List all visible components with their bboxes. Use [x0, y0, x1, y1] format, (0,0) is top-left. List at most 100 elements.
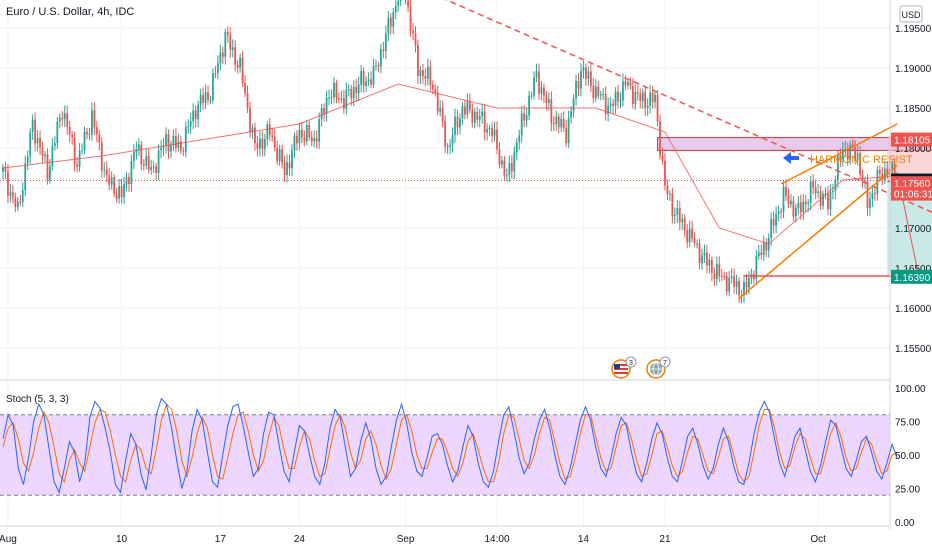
candle-body [493, 129, 496, 136]
candle-body [745, 281, 748, 288]
candle-body [61, 117, 64, 120]
candle-body [468, 101, 471, 110]
candle-body [86, 131, 88, 135]
candle-body [748, 278, 750, 288]
candle-body [162, 145, 165, 148]
candle-body [44, 154, 46, 157]
candle-body [701, 255, 703, 264]
candle-body [123, 183, 125, 198]
symbol-title[interactable]: Euro / U.S. Dollar, 4h, IDC [6, 6, 134, 18]
candle-body [678, 208, 681, 223]
candle-body [834, 180, 837, 192]
candle-body [182, 150, 185, 152]
candle-body [266, 124, 269, 140]
candle-body [614, 91, 617, 106]
candle-body [538, 71, 540, 94]
candle-body [281, 149, 284, 163]
candle-body [550, 99, 553, 124]
candle-body [790, 200, 792, 205]
candle-body [844, 148, 847, 150]
harmonic-resist-label[interactable]: HARMONIC RESIST [810, 154, 913, 166]
candle-body [780, 211, 782, 213]
candle-body [762, 242, 765, 255]
candle-body [570, 111, 572, 118]
candle-body [878, 170, 881, 174]
candle-body [510, 163, 513, 172]
candle-body [577, 80, 580, 89]
candle-body [310, 137, 313, 142]
candle-body [236, 64, 239, 68]
candle-body [204, 92, 207, 103]
candle-body [73, 137, 76, 165]
candle-body [871, 192, 874, 200]
candle-body [81, 150, 83, 152]
candle-body [515, 141, 518, 153]
candle-body [886, 168, 889, 176]
candle-body [268, 124, 271, 136]
candle-body [501, 160, 503, 165]
candle-body [535, 71, 538, 78]
candle-body [730, 276, 733, 278]
candle-body [832, 191, 834, 193]
candle-body [21, 190, 24, 203]
candle-body [567, 117, 570, 144]
stoch-indicator-label[interactable]: Stoch (5, 3, 3) [6, 394, 69, 405]
candle-body [360, 71, 363, 85]
candle-body [128, 176, 130, 184]
candle-body [76, 164, 78, 167]
candle-body [286, 162, 288, 176]
candle-body [93, 110, 96, 128]
arrow-left-icon [783, 152, 799, 164]
candle-body [419, 70, 422, 77]
candle-body [861, 174, 864, 182]
candle-body [370, 79, 372, 85]
drawings[interactable] [423, 0, 932, 299]
candle-body [449, 144, 451, 147]
candle-body [160, 147, 162, 151]
candle-body [718, 264, 721, 277]
candle-body [429, 66, 432, 85]
candle-body [231, 47, 234, 50]
candle-body [622, 81, 624, 101]
stoch-axis[interactable]: 100.00 75.00 50.00 25.00 0.00 [895, 384, 926, 529]
candle-body [785, 186, 787, 196]
candle-body [4, 167, 7, 172]
candle-body [298, 129, 301, 144]
candle-body [891, 163, 894, 169]
candle-body [382, 49, 385, 51]
candle-body [434, 89, 437, 93]
candle-body [187, 126, 190, 128]
candle-body [631, 85, 634, 104]
candle-body [661, 155, 664, 161]
candle-body [797, 202, 800, 208]
currency-button[interactable]: USD [899, 5, 923, 23]
time-tick-label: 14 [578, 534, 590, 545]
candle-body [671, 193, 674, 217]
candle-body [209, 99, 212, 101]
candle-body [103, 169, 106, 171]
candle-body [656, 94, 659, 122]
candle-body [755, 256, 758, 279]
candle-body [16, 201, 19, 208]
candle-body [150, 167, 153, 170]
candle-body [384, 33, 387, 51]
candle-body [698, 243, 701, 264]
candle-body [814, 187, 817, 194]
candle-body [589, 71, 592, 87]
candle-body [207, 92, 209, 100]
candle-body [728, 277, 731, 292]
stoch-k-line [2, 397, 898, 495]
candle-body [849, 144, 852, 160]
candle-body [478, 116, 481, 120]
candle-body [300, 129, 303, 138]
candle-body [713, 273, 716, 279]
candle-body [619, 100, 622, 102]
candle-body [703, 252, 706, 256]
candle-body [715, 264, 718, 279]
event-badge-global[interactable]: 7 [646, 356, 671, 379]
candle-body [587, 71, 590, 79]
event-badge-us[interactable]: 3 [611, 356, 637, 379]
candle-body [669, 193, 671, 195]
